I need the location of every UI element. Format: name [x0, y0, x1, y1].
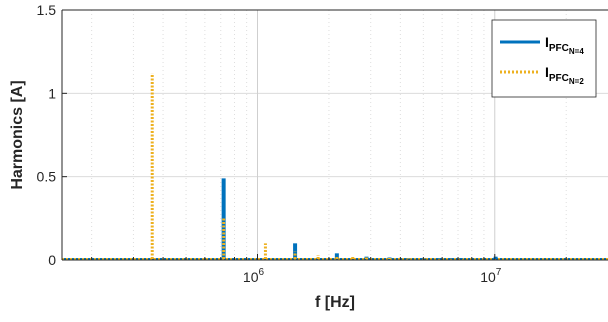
legend-label-subsub: N=4: [569, 47, 584, 56]
legend: IPFCN=4 IPFCN=2: [491, 19, 597, 98]
x-tick-label: 106: [243, 267, 265, 285]
legend-box: [491, 19, 597, 98]
plot-marks: [62, 73, 608, 260]
legend-label-sub: PFC: [549, 43, 569, 54]
x-tick-label: 107: [480, 267, 502, 285]
legend-label-series-1: IPFCN=4: [545, 34, 584, 56]
legend-label-main: I: [545, 34, 549, 50]
legend-label-main: I: [545, 64, 549, 80]
legend-label-series-2: IPFCN=2: [545, 64, 584, 86]
ticks: 0 0.5 1 1.5 106 107: [37, 2, 567, 285]
y-tick-label: 0: [48, 252, 56, 268]
axes: [61, 9, 608, 261]
y-tick-label: 0.5: [37, 169, 57, 185]
y-tick-label: 1.5: [37, 2, 57, 18]
x-axis-title: f [Hz]: [315, 294, 355, 311]
y-tick-label: 1: [48, 85, 56, 101]
legend-label-subsub: N=2: [569, 77, 584, 86]
legend-label-sub: PFC: [549, 73, 569, 84]
y-axis-title: Harmonics [A]: [9, 80, 26, 189]
grid: [62, 10, 608, 260]
